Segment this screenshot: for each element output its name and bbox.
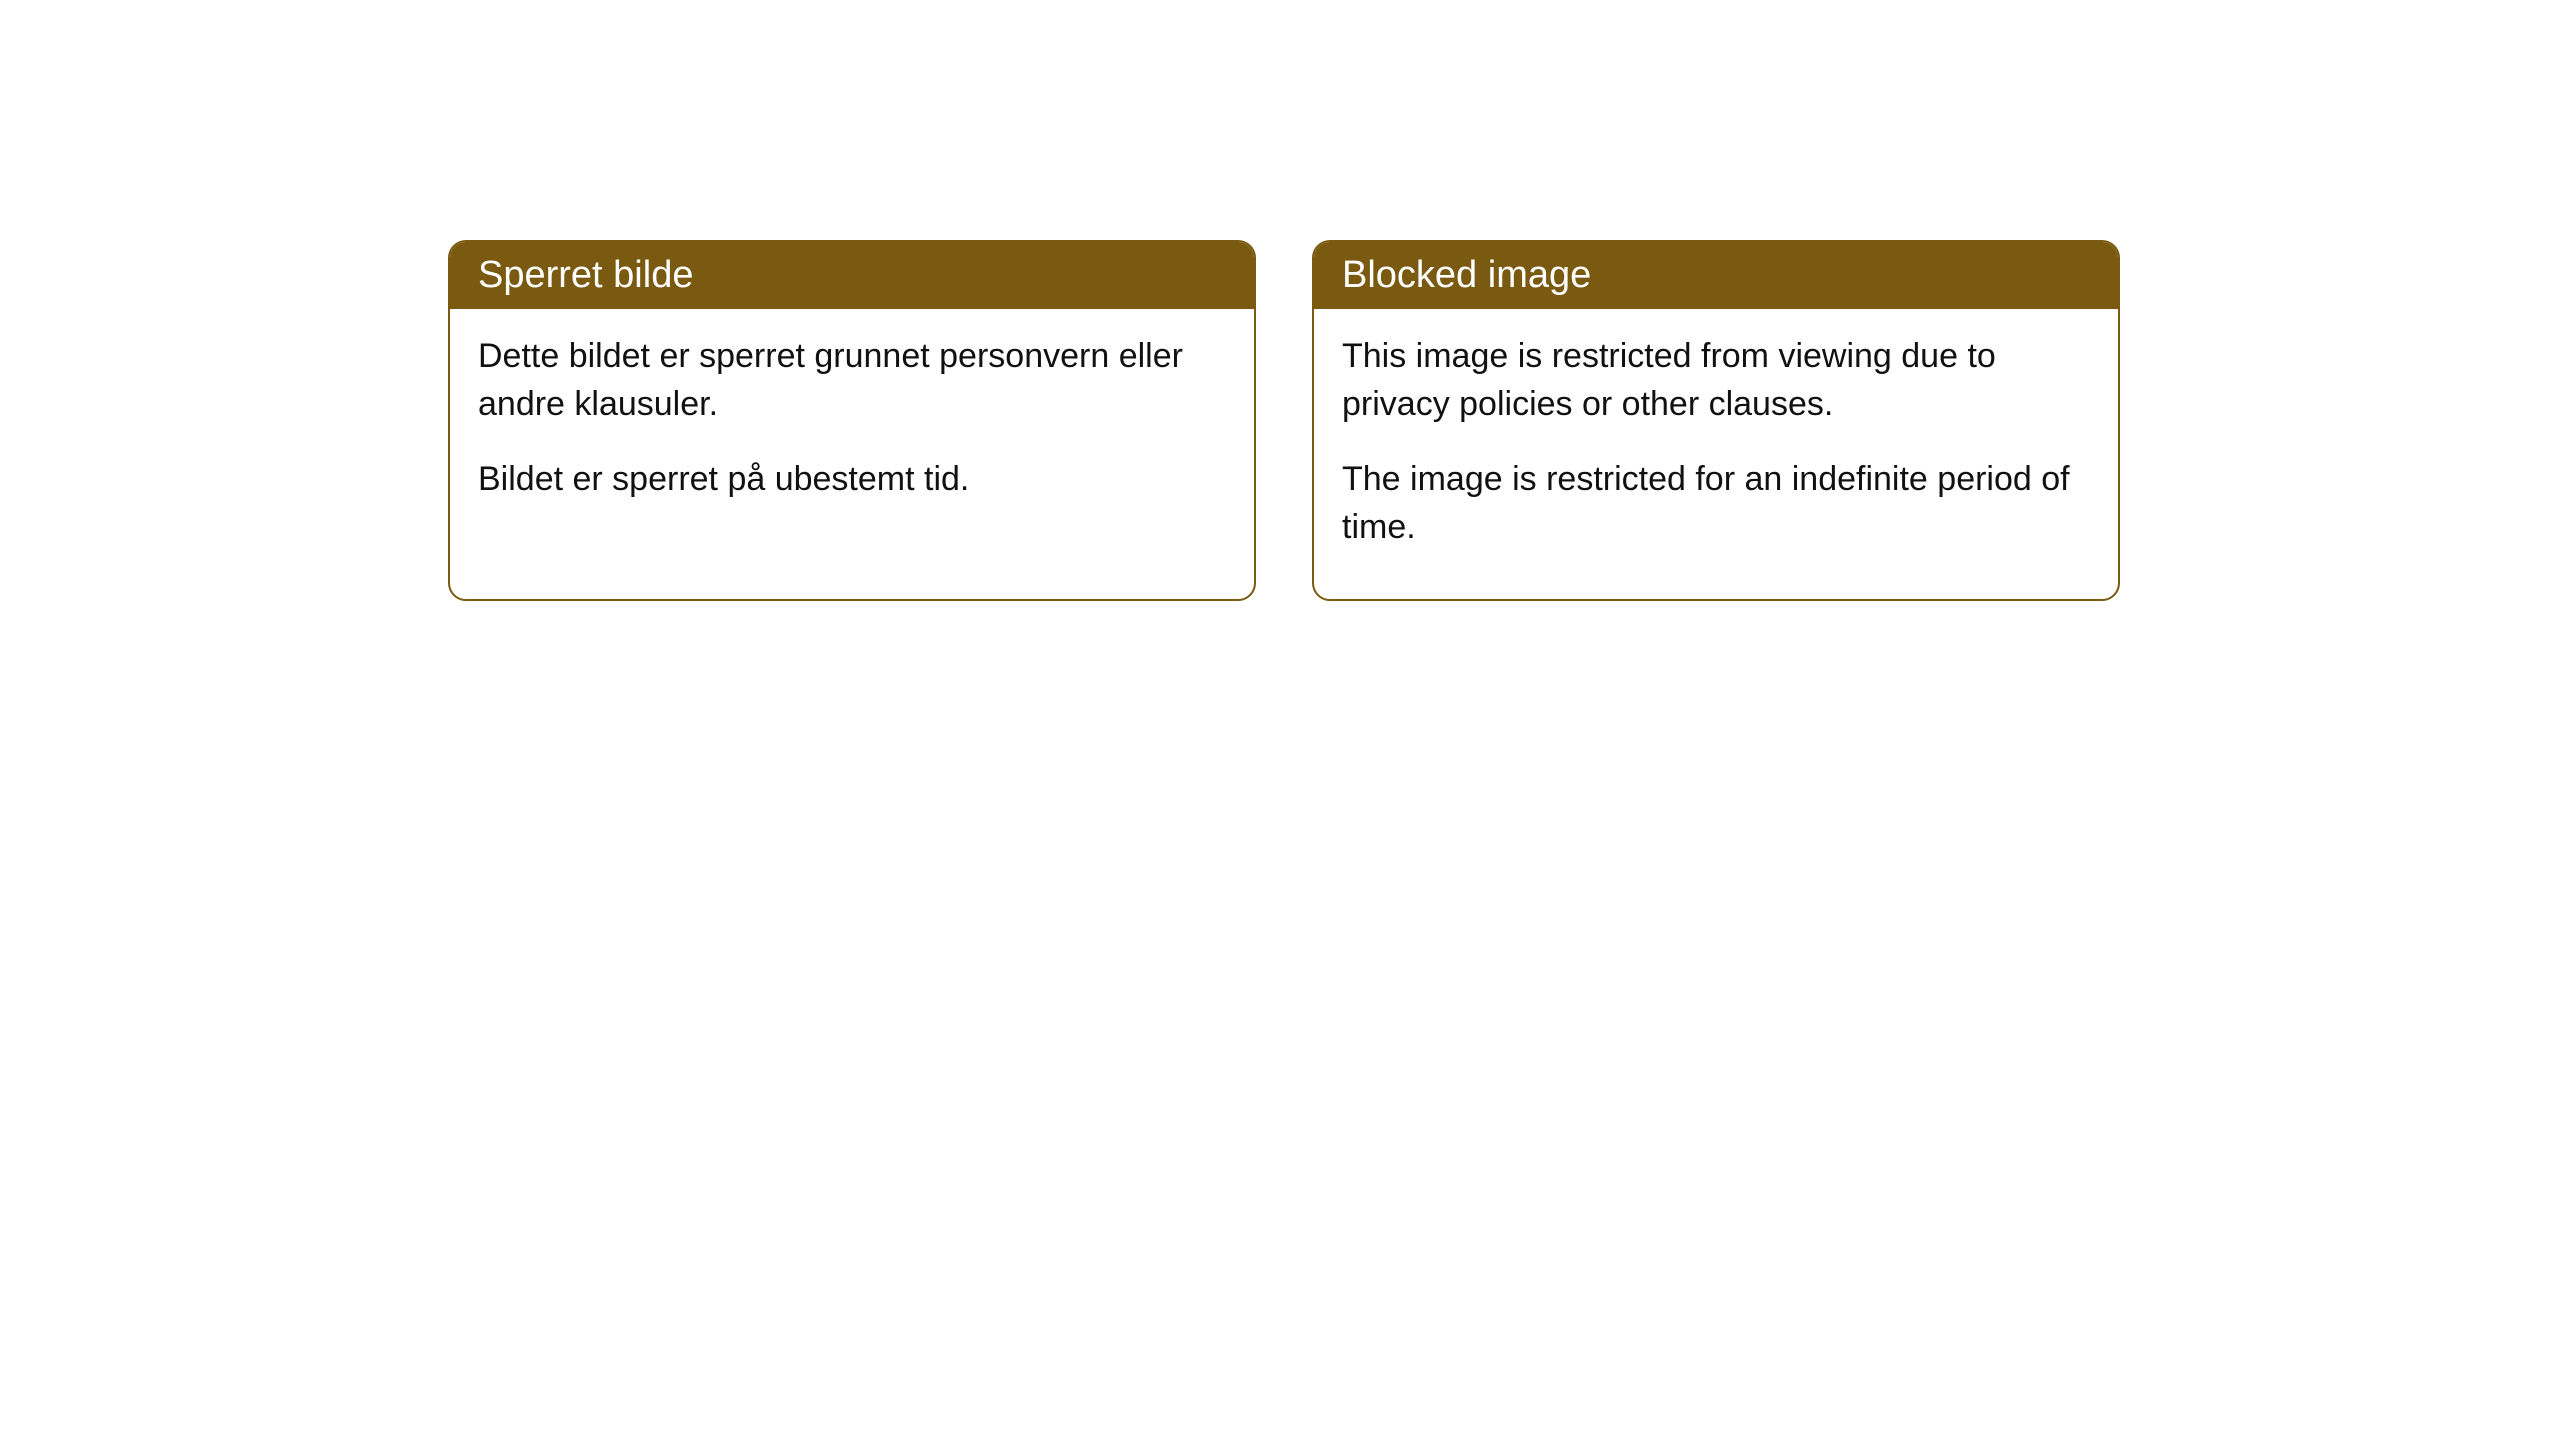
card-header: Sperret bilde	[450, 242, 1254, 309]
card-paragraph: The image is restricted for an indefinit…	[1342, 456, 2090, 551]
card-paragraph: This image is restricted from viewing du…	[1342, 333, 2090, 428]
card-paragraph: Bildet er sperret på ubestemt tid.	[478, 456, 1226, 504]
card-paragraph: Dette bildet er sperret grunnet personve…	[478, 333, 1226, 428]
card-body: This image is restricted from viewing du…	[1314, 309, 2118, 599]
card-title: Blocked image	[1342, 254, 1591, 296]
card-container: Sperret bilde Dette bildet er sperret gr…	[448, 240, 2120, 601]
card-body: Dette bildet er sperret grunnet personve…	[450, 309, 1254, 552]
blocked-image-card-norwegian: Sperret bilde Dette bildet er sperret gr…	[448, 240, 1256, 601]
card-header: Blocked image	[1314, 242, 2118, 309]
blocked-image-card-english: Blocked image This image is restricted f…	[1312, 240, 2120, 601]
card-title: Sperret bilde	[478, 254, 693, 296]
